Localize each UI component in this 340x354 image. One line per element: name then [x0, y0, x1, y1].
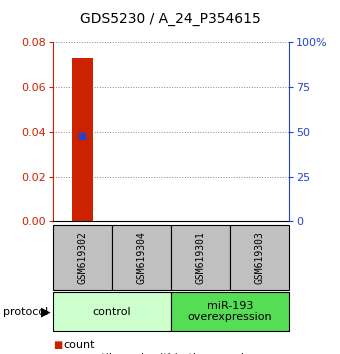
Text: GDS5230 / A_24_P354615: GDS5230 / A_24_P354615 [80, 12, 260, 27]
Text: protocol: protocol [3, 307, 49, 316]
Text: GSM619301: GSM619301 [195, 231, 205, 284]
Text: miR-193
overexpression: miR-193 overexpression [188, 301, 272, 322]
Text: count: count [63, 340, 95, 350]
Text: ■: ■ [53, 353, 62, 354]
Text: percentile rank within the sample: percentile rank within the sample [63, 353, 251, 354]
Text: ▶: ▶ [41, 305, 51, 318]
Text: GSM619304: GSM619304 [136, 231, 146, 284]
Text: GSM619303: GSM619303 [254, 231, 265, 284]
Text: GSM619302: GSM619302 [77, 231, 87, 284]
Text: ■: ■ [53, 340, 62, 350]
Bar [72, 58, 92, 221]
Text: control: control [92, 307, 131, 316]
